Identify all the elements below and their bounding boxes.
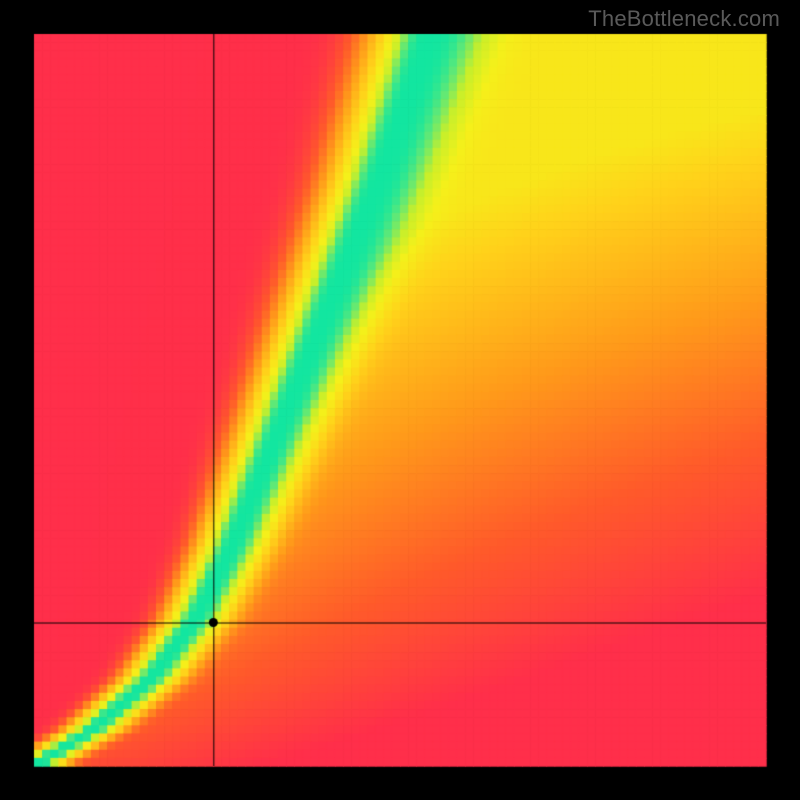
watermark-text: TheBottleneck.com	[588, 6, 780, 32]
bottleneck-heatmap	[0, 0, 800, 800]
chart-container: TheBottleneck.com	[0, 0, 800, 800]
